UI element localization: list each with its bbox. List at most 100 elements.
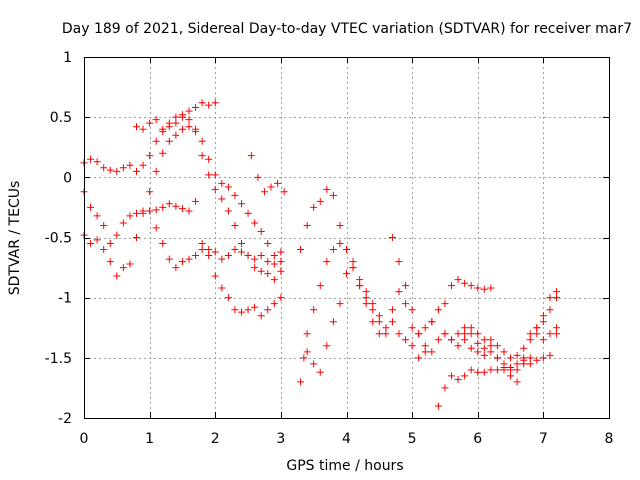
- data-point: [231, 306, 239, 314]
- data-point: [139, 161, 147, 169]
- data-point: [454, 276, 462, 284]
- data-point: [264, 270, 272, 278]
- data-point: [461, 372, 469, 380]
- data-point: [329, 318, 337, 326]
- data-point: [520, 344, 528, 352]
- data-point: [553, 324, 560, 332]
- series-track-h: [297, 185, 436, 350]
- data-point: [375, 312, 383, 320]
- data-point: [356, 282, 364, 290]
- data-point: [441, 300, 449, 308]
- data-point: [408, 342, 416, 350]
- data-point: [526, 336, 534, 344]
- data-point: [467, 324, 475, 332]
- data-point: [487, 284, 495, 292]
- data-point: [500, 360, 508, 368]
- data-point: [218, 255, 226, 263]
- data-point: [513, 351, 521, 359]
- data-point: [100, 221, 108, 229]
- data-point: [178, 258, 186, 266]
- y-tick-labels: -2 -1.5 -1 -0.5 0 0.5 1: [45, 50, 72, 427]
- data-point: [198, 99, 206, 107]
- data-point: [277, 248, 285, 256]
- series-track-d: [80, 123, 285, 284]
- data-point: [539, 318, 547, 326]
- data-point: [211, 99, 219, 107]
- data-point: [205, 252, 213, 260]
- data-point: [533, 356, 541, 364]
- data-point: [106, 258, 114, 266]
- chart-title: Day 189 of 2021, Sidereal Day-to-day VTE…: [62, 21, 632, 37]
- data-point: [539, 354, 547, 362]
- data-point: [474, 368, 482, 376]
- data-point: [369, 300, 377, 308]
- data-point: [533, 324, 541, 332]
- data-point: [553, 288, 560, 296]
- series-track-n: [461, 324, 560, 362]
- data-point: [428, 348, 436, 356]
- data-point: [133, 234, 140, 241]
- data-point: [178, 113, 186, 121]
- data-point: [159, 128, 167, 136]
- data-point: [533, 330, 541, 338]
- data-point: [480, 344, 488, 352]
- data-point: [553, 294, 560, 302]
- data-point: [270, 260, 278, 268]
- data-point: [119, 219, 127, 227]
- data-point: [303, 348, 311, 356]
- data-point: [310, 360, 318, 368]
- data-point: [467, 344, 475, 352]
- data-point: [231, 246, 239, 254]
- data-point: [362, 294, 370, 302]
- data-point: [254, 173, 262, 181]
- data-point: [205, 155, 213, 163]
- axis-ticks: [84, 57, 610, 419]
- x-tick-label: 6: [473, 431, 482, 447]
- data-point: [264, 240, 272, 248]
- data-point: [493, 366, 501, 374]
- data-point: [139, 209, 147, 217]
- data-point: [434, 336, 442, 344]
- data-point: [205, 101, 213, 109]
- data-point: [434, 402, 442, 410]
- data-point: [546, 330, 554, 338]
- data-point: [198, 246, 206, 254]
- data-point: [113, 167, 121, 175]
- data-point: [467, 282, 475, 290]
- x-tick-labels: 0 1 2 3 4 5 6 7 8: [80, 431, 614, 447]
- data-point: [224, 252, 232, 260]
- data-point: [165, 200, 173, 208]
- data-point: [277, 294, 285, 302]
- data-point: [408, 324, 416, 332]
- data-point: [448, 372, 455, 380]
- data-point: [185, 207, 193, 215]
- series-track-l: [434, 330, 560, 410]
- data-point: [244, 306, 252, 314]
- data-point: [172, 113, 180, 121]
- data-point: [507, 366, 515, 374]
- data-point: [274, 179, 282, 187]
- y-tick-label: 1: [63, 50, 72, 66]
- x-axis-title: GPS time / hours: [286, 458, 403, 474]
- data-point: [251, 264, 259, 272]
- data-point: [126, 260, 134, 268]
- data-point: [152, 116, 160, 124]
- data-point: [402, 282, 410, 290]
- data-point: [395, 330, 403, 338]
- data-point: [493, 342, 501, 350]
- data-point: [375, 330, 383, 338]
- data-point: [513, 366, 521, 374]
- data-point: [93, 236, 101, 244]
- data-point: [480, 368, 488, 376]
- data-point: [244, 209, 252, 217]
- data-markers: [80, 99, 560, 410]
- data-point: [211, 185, 219, 193]
- data-point: [487, 348, 495, 356]
- data-point: [152, 167, 160, 175]
- data-point: [480, 351, 488, 359]
- data-point: [461, 330, 469, 338]
- y-tick-label: 0: [63, 170, 72, 186]
- data-point: [87, 203, 95, 211]
- data-point: [487, 366, 495, 374]
- data-point: [415, 354, 423, 362]
